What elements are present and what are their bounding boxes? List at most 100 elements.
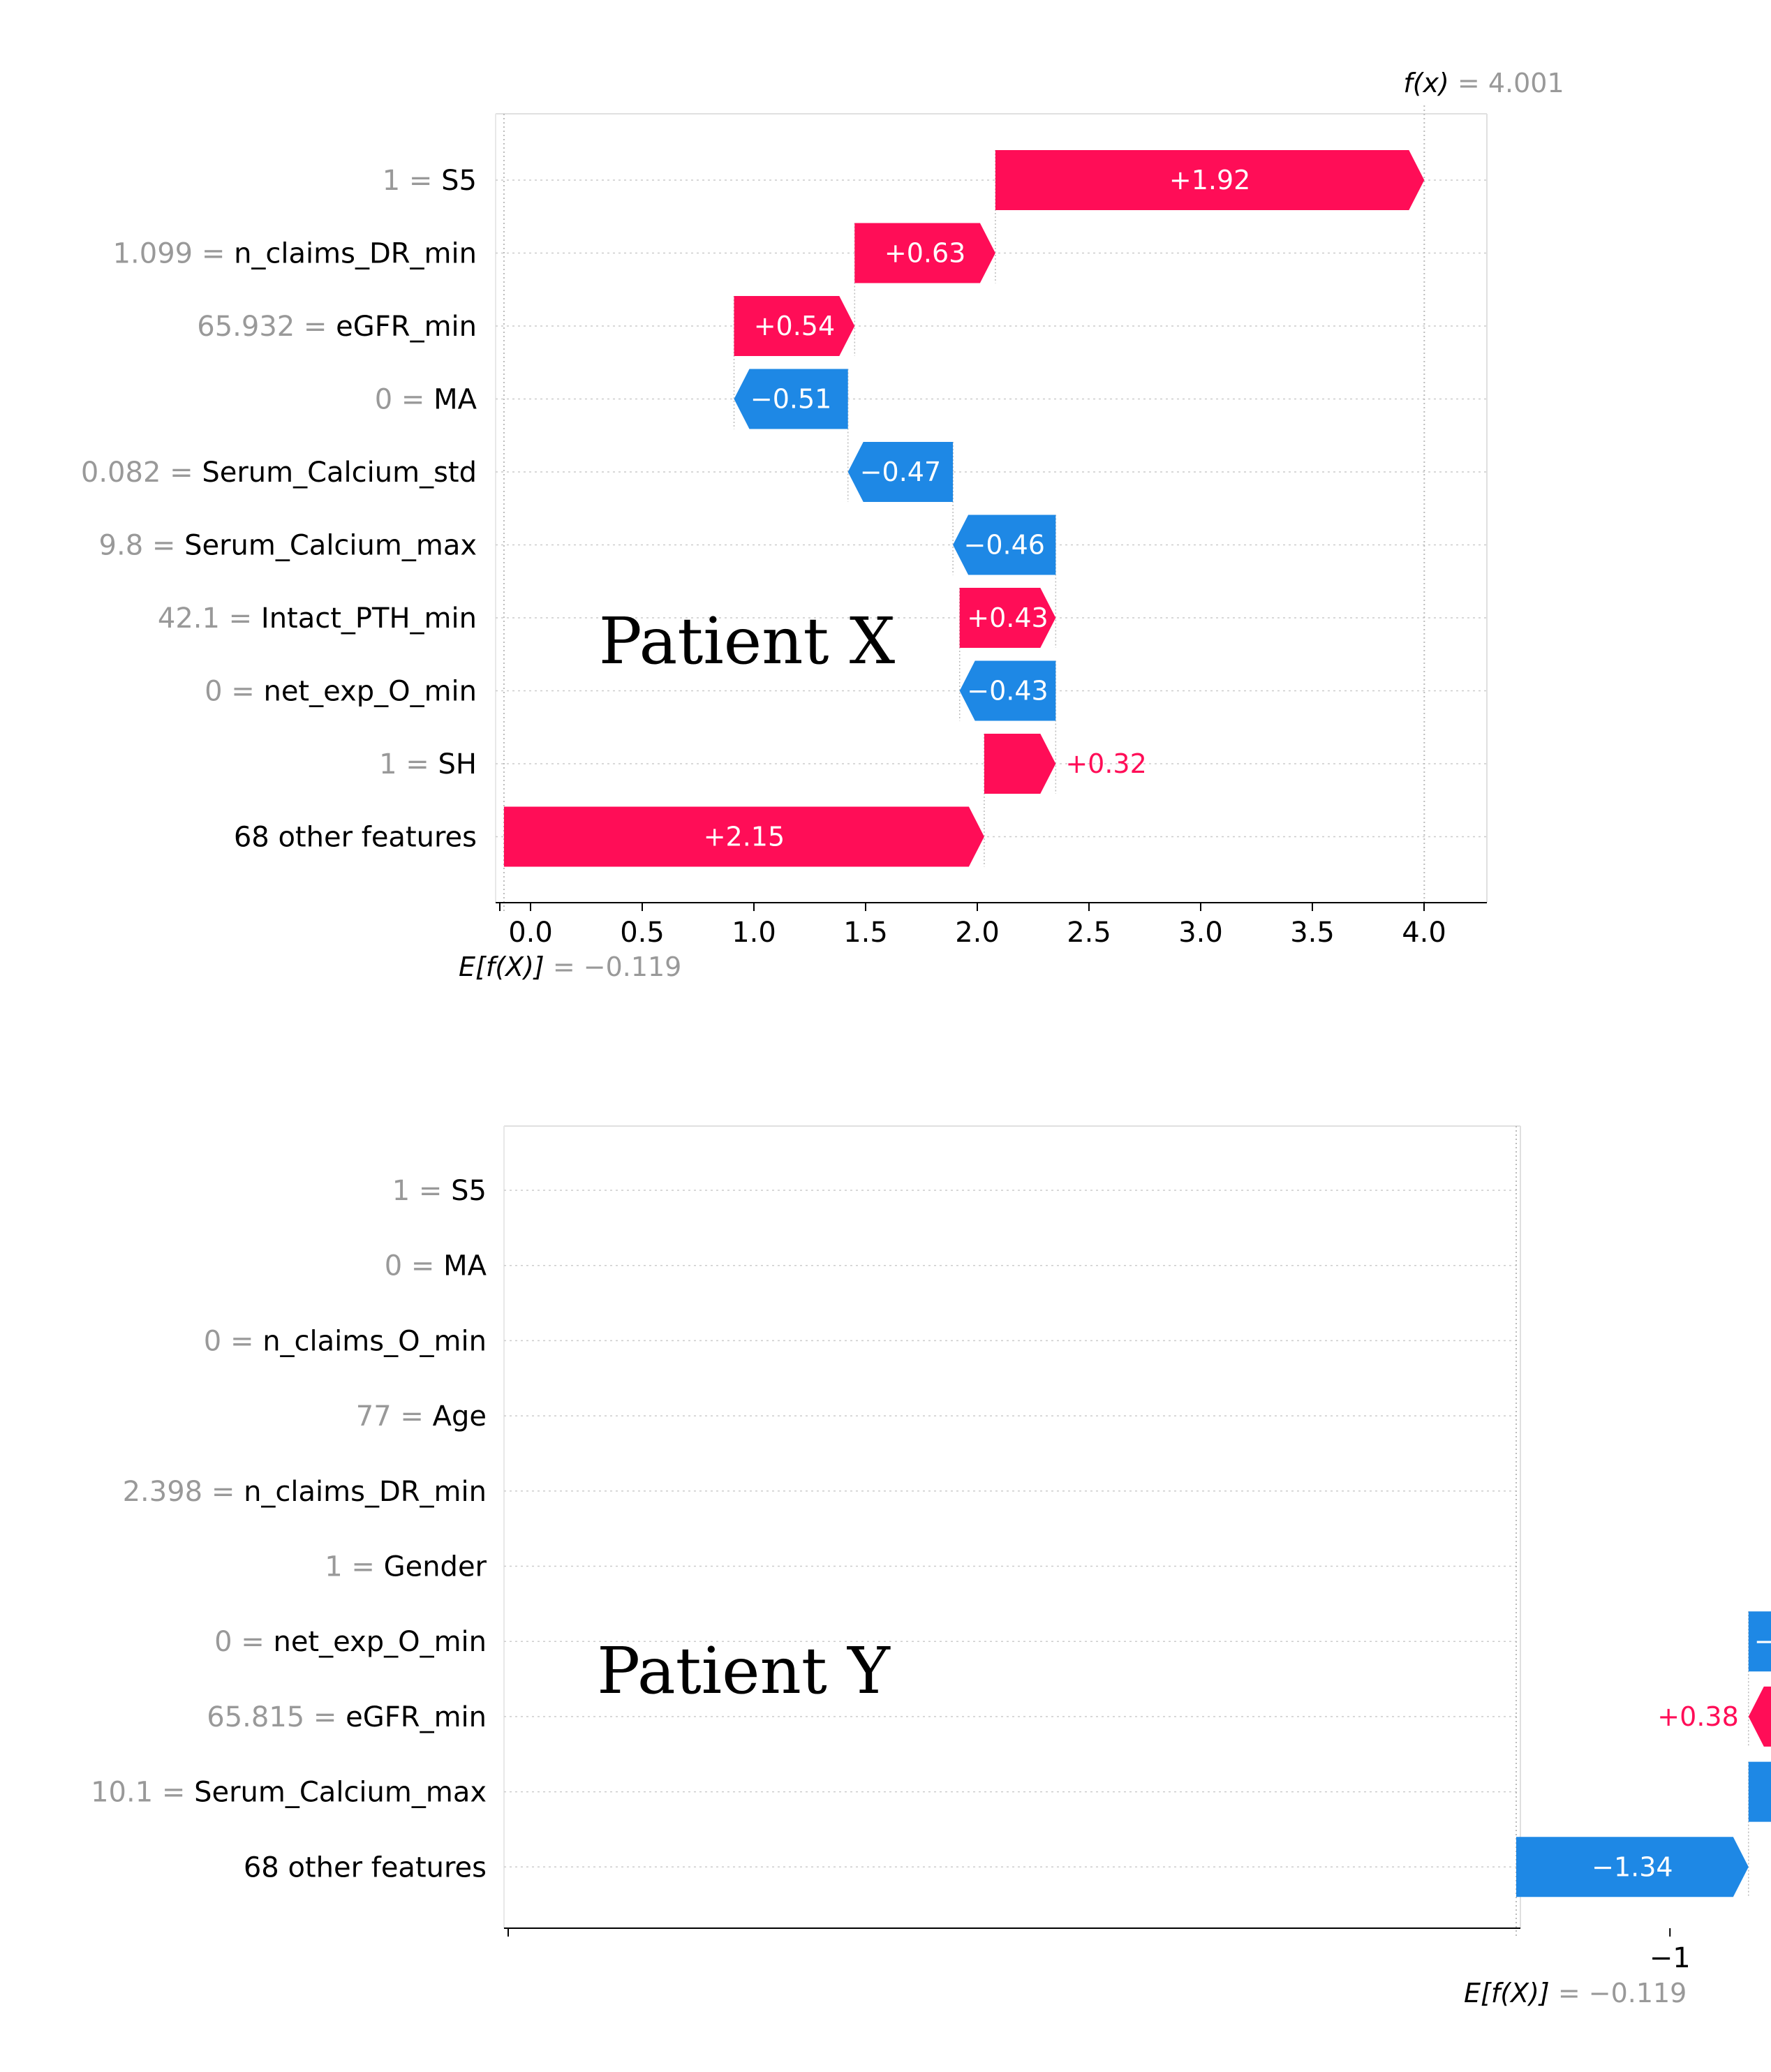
panel-y-bar-serum-calcium-max <box>1748 1761 1771 1822</box>
feature-value: 1 = <box>392 1175 451 1207</box>
panel-x-x-tick-label: 4.0 <box>1402 917 1446 949</box>
patient-y-title: Patient Y <box>597 1634 891 1708</box>
panel-x-bar-sh <box>984 734 1056 794</box>
feature-name: Serum_Calcium_max <box>184 530 477 562</box>
panel-x-feature-label: 1 = SH <box>379 748 477 780</box>
feature-name: Gender <box>384 1551 487 1583</box>
feature-value: 65.932 = <box>197 311 336 343</box>
fx-symbol: f(x) <box>1403 68 1449 98</box>
feature-value: 42.1 = <box>158 602 261 635</box>
feature-name: net_exp_O_min <box>263 676 477 708</box>
panel-x-bar-value-label: −0.47 <box>860 457 941 487</box>
panel-x-feature-label: 1.099 = n_claims_DR_min <box>113 238 477 270</box>
panel-y-feature-label: 77 = Age <box>356 1400 487 1433</box>
panel-y-feature-label: 0 = net_exp_O_min <box>214 1626 487 1658</box>
panel-x-x-tick-label: 2.5 <box>1067 917 1111 949</box>
fx-value: = 4.001 <box>1449 68 1564 98</box>
feature-name: Intact_PTH_min <box>261 602 477 635</box>
panel-x-feature-label: 65.932 = eGFR_min <box>197 311 477 343</box>
feature-name: 68 other features <box>244 1851 487 1884</box>
panel-x-bar-value-label: +1.92 <box>1169 165 1250 195</box>
feature-name: Serum_Calcium_std <box>202 457 477 489</box>
panel-y-bar-68-other-features <box>1516 1837 1749 1897</box>
feature-value: 0 = <box>205 676 263 708</box>
ex-value: = −0.119 <box>1550 1978 1687 2008</box>
feature-value: 1.099 = <box>113 238 234 270</box>
panel-x-bar-s5 <box>995 150 1425 210</box>
feature-name: MA <box>443 1250 487 1282</box>
feature-value: 0.082 = <box>81 457 202 489</box>
panel-x-bar-value-label: −0.43 <box>967 676 1048 706</box>
ex-symbol: E[f(X)] <box>1464 1978 1550 2008</box>
feature-value: 1 = <box>383 165 441 197</box>
patient-x-title: Patient X <box>599 604 896 679</box>
panel-x-bar-value-label: +0.43 <box>967 602 1048 633</box>
feature-name: Age <box>433 1400 487 1433</box>
panel-x-bar-value-label: +0.32 <box>1065 748 1146 779</box>
panel-x-bar-68-other-features <box>503 806 984 867</box>
panel-x-bar-value-label: +0.63 <box>884 238 965 269</box>
feature-value: 2.398 = <box>123 1476 244 1508</box>
panel-x-x-tick-label: 0.0 <box>508 917 553 949</box>
feature-value: 0 = <box>214 1626 273 1658</box>
feature-value: 0 = <box>204 1325 262 1357</box>
panel-y-bar-value-label: −1.34 <box>1592 1851 1673 1882</box>
feature-value: 65.815 = <box>207 1701 346 1733</box>
panel-y-feature-label: 65.815 = eGFR_min <box>207 1701 487 1733</box>
ex-symbol: E[f(X)] <box>459 952 544 982</box>
panel-x-feature-label: 68 other features <box>234 822 477 854</box>
feature-name: MA <box>434 384 477 416</box>
panel-x-bar-net-exp-o-min <box>959 660 1056 721</box>
ex-value: = −0.119 <box>544 952 682 982</box>
panel-y-feature-label: 1 = Gender <box>325 1551 487 1583</box>
feature-value: 0 = <box>375 384 434 416</box>
panel-x-bar-intact-pth-min <box>959 588 1056 648</box>
feature-value: 9.8 = <box>99 530 185 562</box>
panel-x-feature-label: 0 = MA <box>375 384 477 416</box>
feature-name: n_claims_O_min <box>262 1325 487 1357</box>
panel-x-bar-serum-calcium-std <box>847 442 954 502</box>
panel-x-x-tick-label: 1.0 <box>732 917 776 949</box>
panel-x-bar-value-label: +2.15 <box>704 822 785 852</box>
feature-value: 10.1 = <box>91 1777 194 1809</box>
panel-x-expected-value-label: E[f(X)] = −0.119 <box>459 952 681 982</box>
panel-y-bar-value-label: −0.53 <box>1754 1626 1771 1657</box>
panel-y-x-tick-label: −1 <box>1650 1942 1691 1974</box>
panel-y-feature-label: 2.398 = n_claims_DR_min <box>123 1476 487 1508</box>
feature-name: n_claims_DR_min <box>234 238 477 270</box>
panel-x-x-tick-label: 1.5 <box>843 917 888 949</box>
panel-y-feature-label: 0 = MA <box>385 1250 487 1282</box>
panel-x-bar-n-claims-dr-min <box>854 223 995 283</box>
panel-y-feature-label: 0 = n_claims_O_min <box>204 1325 487 1357</box>
panel-x-bar-value-label: −0.51 <box>750 384 831 415</box>
feature-name: eGFR_min <box>346 1701 487 1733</box>
panel-y-feature-label: 10.1 = Serum_Calcium_max <box>91 1777 487 1809</box>
panel-y-feature-label: 1 = S5 <box>392 1175 487 1207</box>
feature-value: 0 = <box>385 1250 443 1282</box>
panel-x-x-tick-label: 3.5 <box>1290 917 1335 949</box>
panel-y-expected-value-label: E[f(X)] = −0.119 <box>1464 1978 1687 2008</box>
panel-x-feature-label: 42.1 = Intact_PTH_min <box>158 602 477 635</box>
feature-name: SH <box>438 748 477 780</box>
panel-x-bar-value-label: −0.46 <box>963 530 1044 561</box>
feature-name: n_claims_DR_min <box>244 1476 487 1508</box>
feature-value: 1 = <box>379 748 438 780</box>
panel-y-bar-egfr-min <box>1748 1686 1771 1747</box>
panel-x-feature-label: 0.082 = Serum_Calcium_std <box>81 457 477 489</box>
panel-x-x-tick-label: 3.0 <box>1178 917 1223 949</box>
panel-x-feature-label: 1 = S5 <box>383 165 477 197</box>
panel-x-bar-serum-calcium-max <box>953 515 1056 575</box>
panel-x-feature-label: 9.8 = Serum_Calcium_max <box>99 530 477 562</box>
panel-x-bar-ma <box>734 369 848 429</box>
panel-x-bar-value-label: +0.54 <box>754 311 835 341</box>
panel-y-feature-label: 68 other features <box>244 1851 487 1884</box>
feature-name: net_exp_O_min <box>273 1626 487 1658</box>
panel-x-feature-label: 0 = net_exp_O_min <box>205 676 477 708</box>
panel-x-x-tick-label: 0.5 <box>620 917 665 949</box>
feature-name: eGFR_min <box>336 311 477 343</box>
panel-x-bar-egfr-min <box>734 296 855 356</box>
feature-value: 77 = <box>356 1400 433 1433</box>
panel-x-x-tick-label: 2.0 <box>955 917 1000 949</box>
feature-name: 68 other features <box>234 822 477 854</box>
